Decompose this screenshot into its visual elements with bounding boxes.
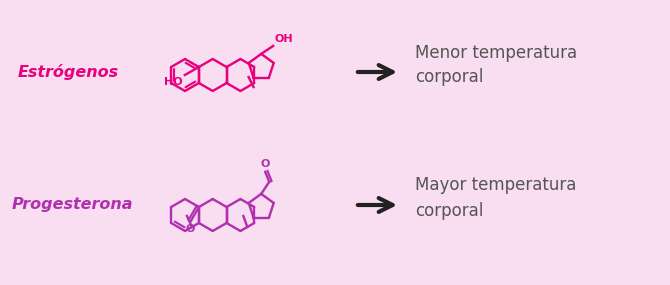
Text: O: O	[185, 224, 194, 234]
Text: Menor temperatura
corporal: Menor temperatura corporal	[415, 44, 577, 87]
Text: OH: OH	[274, 34, 293, 44]
Text: Mayor temperatura
corporal: Mayor temperatura corporal	[415, 176, 576, 219]
Text: Estrógenos: Estrógenos	[17, 64, 119, 80]
Text: O: O	[261, 159, 270, 169]
Text: Progesterona: Progesterona	[11, 198, 133, 213]
Text: HO: HO	[164, 77, 183, 87]
